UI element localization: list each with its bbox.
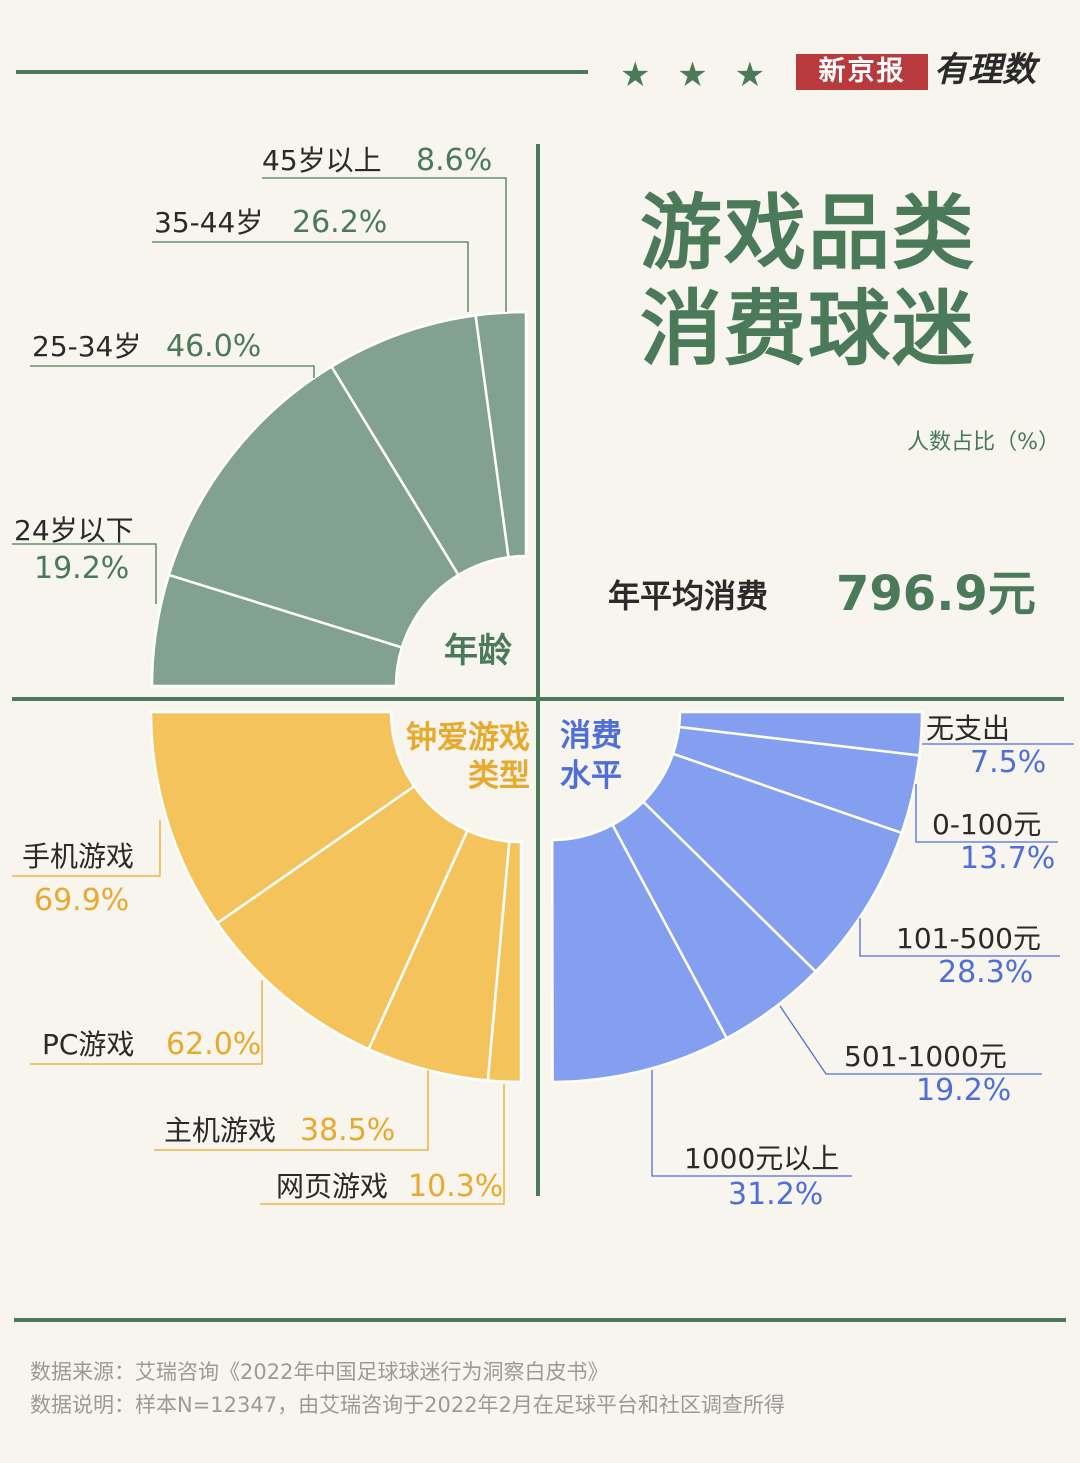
game-value-label-2: 38.5% (300, 1113, 395, 1148)
spend-chart-title-line2: 水平 (560, 758, 622, 794)
game-slice-3 (486, 840, 523, 1084)
game-leader-3 (260, 1084, 505, 1205)
game-type-chart: 手机游戏 69.9% PC游戏 62.0% 主机游戏 38.5% 网页游戏 10.3% (12, 710, 523, 1205)
age-leader-3 (262, 177, 507, 312)
data-source: 数据来源：艾瑞咨询《2022年中国足球球迷行为洞察白皮书》 (30, 1360, 609, 1384)
spend-value-label-0: 7.5% (970, 745, 1046, 780)
title-line-2: 消费球迷 (640, 282, 977, 377)
column-logo: 有理数 (934, 50, 1036, 90)
game-category-label-3: 网页游戏 (276, 1170, 388, 1203)
age-leader-0 (12, 543, 157, 604)
age-slice-1 (167, 364, 461, 649)
title-line-1: 游戏品类 (640, 186, 977, 281)
age-chart-title: 年龄 (444, 631, 512, 671)
game-value-label-0: 69.9% (34, 883, 129, 918)
spend-leader-2 (859, 918, 1060, 957)
game-chart-title-line1: 钟爱游戏 (406, 720, 530, 756)
spend-leader-1 (915, 784, 1058, 843)
brand-logo: 新京报 (796, 54, 928, 90)
spend-category-label-4: 1000元以上 (684, 1142, 839, 1175)
spend-value-label-2: 28.3% (938, 955, 1033, 990)
game-value-label-1: 62.0% (166, 1027, 261, 1062)
spend-value-label-1: 13.7% (960, 841, 1055, 876)
age-value-label-3: 8.6% (416, 143, 492, 178)
game-slice-0 (149, 710, 417, 925)
average-spend-label: 年平均消费 (608, 577, 769, 615)
unit-note: 人数占比（%） (907, 430, 1060, 455)
age-category-label-3: 45岁以上 (262, 144, 382, 177)
spend-leader-3 (779, 1005, 1042, 1075)
age-category-label-0: 24岁以下 (14, 514, 134, 547)
age-chart: 24岁以下 19.2% 25-34岁 46.0% 35-44岁 26.2% 45岁以上 8.6… (12, 143, 528, 688)
age-value-label-0: 19.2% (34, 551, 129, 586)
age-value-label-1: 46.0% (166, 329, 261, 364)
spend-value-label-4: 31.2% (728, 1177, 823, 1212)
game-slice-1 (215, 784, 470, 1051)
age-category-label-2: 35-44岁 (154, 206, 263, 239)
game-value-label-3: 10.3% (408, 1169, 503, 1204)
game-chart-title-line2: 类型 (468, 758, 530, 794)
game-category-label-1: PC游戏 (42, 1028, 134, 1061)
age-category-label-1: 25-34岁 (32, 330, 141, 363)
game-category-label-0: 手机游戏 (22, 840, 134, 873)
age-leader-1 (30, 365, 315, 378)
age-value-label-2: 26.2% (292, 205, 387, 240)
spend-chart-title-line1: 消费 (560, 718, 622, 754)
game-category-label-2: 主机游戏 (164, 1114, 276, 1147)
spend-category-label-1: 0-100元 (932, 808, 1041, 841)
spend-category-label-2: 101-500元 (896, 922, 1041, 955)
spend-leader-4 (651, 1070, 852, 1177)
game-slice-2 (367, 828, 511, 1082)
rating-stars-icon: ★ ★ ★ (620, 55, 773, 95)
footer: 数据来源：艾瑞咨询《2022年中国足球球迷行为洞察白皮书》 数据说明：样本N=1… (30, 1356, 1060, 1422)
spend-category-label-3: 501-1000元 (844, 1040, 1007, 1073)
data-note: 数据说明：样本N=12347，由艾瑞咨询于2022年2月在足球平台和社区调查所得 (30, 1393, 785, 1417)
average-spend-value: 796.9元 (836, 566, 1036, 622)
age-slice-3 (474, 310, 528, 559)
spend-category-label-0: 无支出 (926, 712, 1010, 745)
game-leader-1 (30, 980, 263, 1065)
age-leader-2 (152, 241, 469, 312)
game-leader-2 (154, 1070, 429, 1151)
page-title: 游戏品类 消费球迷 (640, 186, 1060, 378)
game-leader-0 (12, 820, 161, 877)
spend-value-label-3: 19.2% (916, 1073, 1011, 1108)
spend-slice-4 (550, 823, 729, 1084)
